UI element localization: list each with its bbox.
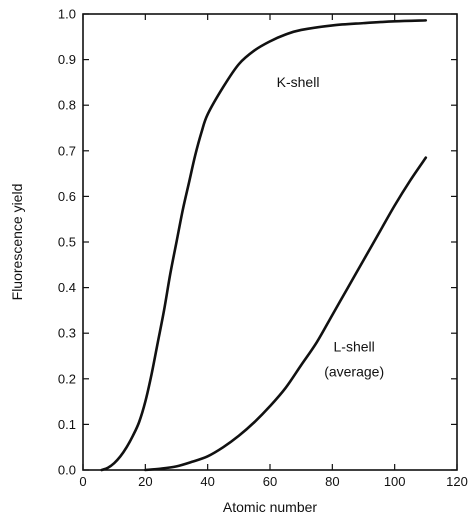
x-tick-label: 20 [138,474,152,489]
plot-frame [82,13,458,471]
y-axis-ticks: 0.0 0.1 0.2 0.3 0.4 0.5 0.6 0.7 0.8 0.9 1.0 [58,7,457,478]
x-axis-ticks: 0 20 40 60 80 100 120 [79,14,468,489]
y-tick-label: 0.6 [58,189,76,204]
l-shell-annotation: L-shell [334,338,375,354]
y-tick-label: 0.9 [58,52,76,67]
y-axis-label: Fluorescence yield [9,184,25,301]
y-tick-label: 1.0 [58,7,76,22]
y-tick-label: 0.4 [58,280,76,295]
y-tick-label: 0.7 [58,143,76,158]
y-tick-label: 0.0 [58,463,76,478]
x-tick-label: 40 [200,474,214,489]
y-tick-label: 0.5 [58,235,76,250]
x-axis-label: Atomic number [223,499,317,515]
x-tick-label: 80 [325,474,339,489]
l-shell-curve [144,156,428,472]
k-shell-curve [100,19,428,472]
x-tick-label: 120 [446,474,468,489]
y-tick-label: 0.8 [58,98,76,113]
y-tick-label: 0.2 [58,371,76,386]
x-tick-label: 60 [263,474,277,489]
x-tick-label: 100 [384,474,406,489]
l-shell-average-annotation: (average) [324,364,384,380]
y-tick-label: 0.1 [58,417,76,432]
y-tick-label: 0.3 [58,326,76,341]
annotations-group: K-shell L-shell (average) [277,74,384,380]
series-group [100,19,428,472]
k-shell-annotation: K-shell [277,74,320,90]
x-tick-label: 0 [79,474,86,489]
